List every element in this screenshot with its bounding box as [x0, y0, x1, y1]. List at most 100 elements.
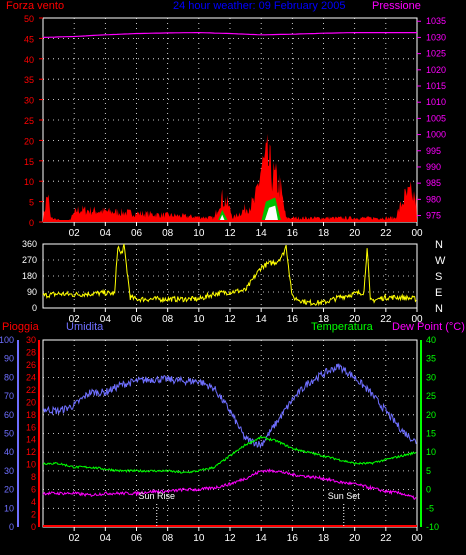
humidity-y-tick-label: 100 — [0, 335, 14, 345]
pressure-y-tick-label: 975 — [426, 211, 441, 221]
humidity-y-tick-label: 10 — [4, 503, 14, 513]
wind-pressure-x-tick-label: 18 — [318, 228, 330, 239]
wind-pressure-panel: 0510152025303540455097598098599099510001… — [24, 14, 446, 239]
temp-y-tick-label: 5 — [426, 466, 431, 476]
temp-y-tick-label: 10 — [426, 447, 436, 457]
temp-humidity-x-tick-label: 02 — [69, 533, 81, 544]
pressure-y-tick-label: 1005 — [426, 113, 446, 123]
temp-y-tick-label: -5 — [426, 503, 434, 513]
temp-humidity-x-tick-label: 14 — [256, 533, 268, 544]
compass-label-s: S — [435, 271, 442, 283]
temp-y-tick-label: -10 — [426, 522, 439, 532]
rain-y-tick-label: 6 — [31, 485, 36, 495]
wind-gust-area — [217, 197, 282, 222]
temp-humidity-x-tick-label: 04 — [100, 533, 112, 544]
dew-point-axis-label: Dew Point (°C) — [392, 321, 465, 333]
rain-y-tick-label: 26 — [26, 360, 36, 370]
pressure-y-tick-label: 1020 — [426, 65, 446, 75]
humidity-y-tick-label: 40 — [4, 447, 14, 457]
wind-y-tick-label: 45 — [24, 34, 34, 44]
wind-pressure-x-tick-label: 22 — [380, 228, 392, 239]
humidity-y-tick-label: 90 — [4, 354, 14, 364]
wind-speed-axis-label: Forza vento — [6, 0, 65, 12]
wind-direction-x-tick-label: 10 — [193, 314, 205, 325]
wind-direction-x-tick-label: 04 — [100, 314, 112, 325]
rain-y-tick-label: 2 — [31, 510, 36, 520]
sun-set-label: Sun Set — [328, 491, 361, 501]
temp-y-tick-label: 40 — [426, 335, 436, 345]
wind-pressure-x-tick-label: 02 — [69, 228, 81, 239]
rain-y-tick-label: 14 — [26, 435, 36, 445]
wind-pressure-x-tick-label: 20 — [349, 228, 361, 239]
wind-y-tick-label: 20 — [24, 136, 34, 146]
humidity-axis-label: Umidita — [66, 321, 104, 333]
temp-humidity-frame — [42, 339, 418, 528]
temp-humidity-x-tick-label: 00 — [411, 533, 423, 544]
pressure-y-tick-label: 1000 — [426, 130, 446, 140]
wind-direction-x-tick-label: 12 — [224, 314, 236, 325]
wind-pressure-x-tick-label: 06 — [131, 228, 143, 239]
pressure-y-tick-label: 1025 — [426, 49, 446, 59]
temp-y-tick-label: 15 — [426, 429, 436, 439]
humidity-y-tick-label: 20 — [4, 485, 14, 495]
sun-rise-label: Sun Rise — [138, 491, 175, 501]
wind-direction-x-tick-label: 00 — [411, 314, 423, 325]
temp-humidity-x-tick-label: 06 — [131, 533, 143, 544]
temp-humidity-x-tick-label: 10 — [193, 533, 205, 544]
rain-y-tick-label: 4 — [31, 497, 36, 507]
wind-direction-x-tick-label: 20 — [349, 314, 361, 325]
pressure-y-tick-label: 1010 — [426, 97, 446, 107]
temp-y-tick-label: 20 — [426, 410, 436, 420]
temperature-line — [42, 435, 417, 474]
pressure-y-tick-label: 1015 — [426, 81, 446, 91]
wind-direction-x-tick-label: 06 — [131, 314, 143, 325]
temp-humidity-x-tick-label: 18 — [318, 533, 330, 544]
compass-label-n: N — [435, 239, 443, 251]
compass-label-e: E — [435, 287, 442, 299]
wind-pressure-x-tick-label: 16 — [287, 228, 299, 239]
temp-y-tick-label: 35 — [426, 354, 436, 364]
direction-y-tick-label: 360 — [22, 239, 37, 249]
rain-y-tick-label: 10 — [26, 460, 36, 470]
compass-label-n: N — [435, 303, 443, 315]
rain-y-tick-label: 8 — [31, 472, 36, 482]
direction-y-tick-label: 90 — [27, 287, 37, 297]
temp-humidity-x-tick-label: 12 — [224, 533, 236, 544]
rain-y-tick-label: 12 — [26, 447, 36, 457]
direction-y-tick-label: 0 — [32, 303, 37, 313]
wind-pressure-x-tick-label: 10 — [193, 228, 205, 239]
wind-pressure-x-tick-label: 04 — [100, 228, 112, 239]
pressure-y-tick-label: 990 — [426, 162, 441, 172]
humidity-y-tick-label: 60 — [4, 410, 14, 420]
wind-direction-x-tick-label: 16 — [287, 314, 299, 325]
humidity-y-tick-label: 30 — [4, 466, 14, 476]
dew-point-line — [42, 468, 417, 500]
pressure-y-tick-label: 985 — [426, 178, 441, 188]
humidity-y-tick-label: 80 — [4, 372, 14, 382]
wind-y-tick-label: 5 — [29, 198, 34, 208]
humidity-y-tick-label: 0 — [9, 522, 14, 532]
direction-y-tick-label: 270 — [22, 255, 37, 265]
wind-y-tick-label: 50 — [24, 14, 34, 24]
wind-speed-area — [43, 133, 417, 222]
wind-pressure-x-tick-label: 08 — [162, 228, 174, 239]
temp-humidity-x-tick-label: 20 — [349, 533, 361, 544]
wind-y-tick-label: 35 — [24, 75, 34, 85]
temp-humidity-panel: -10-505101520253035400102030405060708090… — [0, 335, 439, 544]
wind-y-tick-label: 10 — [24, 177, 34, 187]
wind-direction-x-tick-label: 14 — [256, 314, 268, 325]
rain-y-tick-label: 24 — [26, 372, 36, 382]
rain-y-tick-label: 30 — [26, 335, 36, 345]
rain-y-tick-label: 20 — [26, 397, 36, 407]
chart-title: 24 hour weather: 09 February 2005 — [173, 0, 346, 12]
humidity-y-tick-label: 50 — [4, 429, 14, 439]
pressure-line — [42, 32, 417, 38]
wind-pressure-x-tick-label: 12 — [224, 228, 236, 239]
wind-direction-x-tick-label: 22 — [380, 314, 392, 325]
rain-y-tick-label: 16 — [26, 422, 36, 432]
wind-direction-frame — [42, 243, 418, 309]
wind-direction-x-tick-label: 18 — [318, 314, 330, 325]
temp-humidity-x-tick-label: 16 — [287, 533, 299, 544]
